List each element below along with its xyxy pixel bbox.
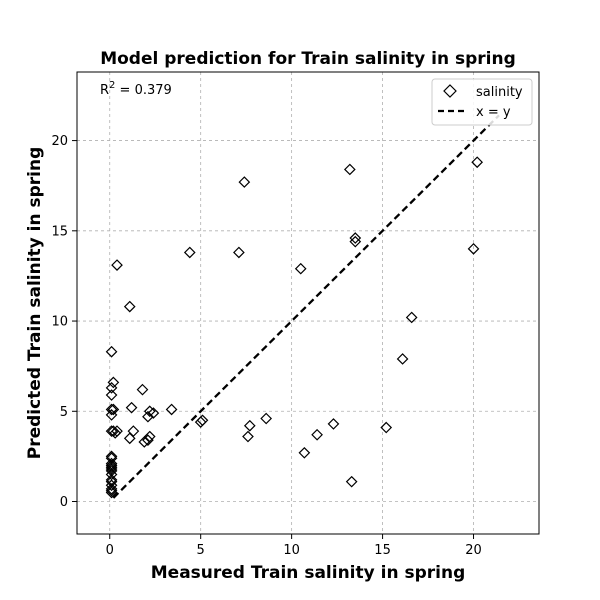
r2-annotation: R2 = 0.379 bbox=[100, 80, 172, 98]
data-point-diamond bbox=[136, 383, 149, 396]
x-tick-label: 20 bbox=[465, 543, 482, 558]
data-point-diamond bbox=[143, 430, 156, 443]
data-point-diamond bbox=[107, 403, 120, 416]
y-tick-label: 0 bbox=[60, 495, 68, 510]
y-tick-label: 20 bbox=[51, 134, 68, 149]
data-point-diamond bbox=[196, 414, 209, 427]
data-point-diamond bbox=[111, 259, 123, 271]
data-point-diamond bbox=[123, 300, 136, 313]
data-point-diamond bbox=[105, 474, 118, 486]
data-point-diamond bbox=[345, 475, 358, 488]
legend-label-identity: x = y bbox=[476, 105, 511, 120]
data-point-diamond bbox=[233, 246, 245, 259]
data-point-diamond bbox=[105, 450, 118, 463]
data-point-diamond bbox=[471, 156, 484, 169]
data-point-diamond bbox=[260, 412, 273, 425]
data-point-diamond bbox=[138, 436, 151, 448]
identity-line-layer bbox=[112, 114, 500, 499]
data-point-diamond bbox=[105, 475, 118, 488]
plot-frame bbox=[76, 71, 540, 535]
data-point-diamond bbox=[105, 381, 118, 394]
identity-line bbox=[112, 114, 500, 499]
data-point-diamond bbox=[105, 403, 118, 416]
data-point-diamond bbox=[143, 405, 156, 418]
x-tick-label: 0 bbox=[106, 543, 114, 558]
data-point-diamond bbox=[298, 446, 311, 459]
data-point-diamond bbox=[396, 353, 409, 365]
data-point-diamond bbox=[243, 419, 256, 432]
data-point-diamond bbox=[349, 232, 362, 244]
x-tick-label: 5 bbox=[197, 543, 205, 558]
data-point-diamond bbox=[327, 418, 340, 430]
axes-layer: 0 5 10 15 20 0 5 10 15 20 bbox=[51, 71, 540, 558]
legend-marker-salinity bbox=[443, 84, 457, 98]
y-tick-label: 5 bbox=[60, 405, 68, 420]
data-point-diamond bbox=[105, 484, 118, 497]
data-point-diamond bbox=[238, 176, 251, 188]
data-point-diamond bbox=[294, 262, 307, 275]
legend: salinity x = y bbox=[431, 78, 533, 126]
chart-title: Model prediction for Train salinity in s… bbox=[100, 49, 516, 69]
data-point-diamond bbox=[147, 407, 160, 419]
x-axis-label: Measured Train salinity in spring bbox=[151, 563, 466, 583]
legend-label-salinity: salinity bbox=[476, 85, 523, 100]
data-point-diamond bbox=[105, 425, 118, 437]
data-point-diamond bbox=[349, 235, 362, 248]
data-point-diamond bbox=[380, 421, 393, 434]
data-point-diamond bbox=[467, 243, 480, 255]
data-point-diamond bbox=[311, 428, 323, 441]
legend-box bbox=[431, 78, 533, 126]
y-tick-label: 10 bbox=[51, 315, 68, 330]
data-point-diamond bbox=[105, 457, 118, 470]
data-point-diamond bbox=[343, 163, 356, 176]
data-point-diamond bbox=[105, 389, 118, 401]
data-point-diamond bbox=[111, 425, 123, 437]
y-axis-label: Predicted Train salinity in spring bbox=[25, 147, 45, 460]
r2-label: R bbox=[100, 83, 109, 98]
points-layer bbox=[105, 156, 484, 499]
data-point-diamond bbox=[142, 434, 154, 447]
data-point-diamond bbox=[183, 246, 196, 259]
r2-value: = 0.379 bbox=[115, 83, 171, 98]
data-point-diamond bbox=[125, 401, 138, 414]
data-point-diamond bbox=[105, 459, 118, 472]
data-point-diamond bbox=[105, 452, 118, 465]
data-point-diamond bbox=[127, 425, 140, 437]
grid-layer bbox=[77, 72, 539, 534]
data-point-diamond bbox=[107, 376, 120, 389]
data-point-diamond bbox=[242, 430, 254, 443]
x-tick-label: 10 bbox=[283, 543, 300, 558]
data-point-diamond bbox=[123, 432, 136, 445]
data-point-diamond bbox=[165, 403, 178, 416]
r2-superscript: 2 bbox=[109, 80, 115, 91]
data-point-diamond bbox=[405, 311, 418, 324]
y-tick-label: 15 bbox=[51, 224, 68, 239]
x-tick-label: 15 bbox=[374, 543, 391, 558]
data-point-diamond bbox=[105, 345, 118, 358]
